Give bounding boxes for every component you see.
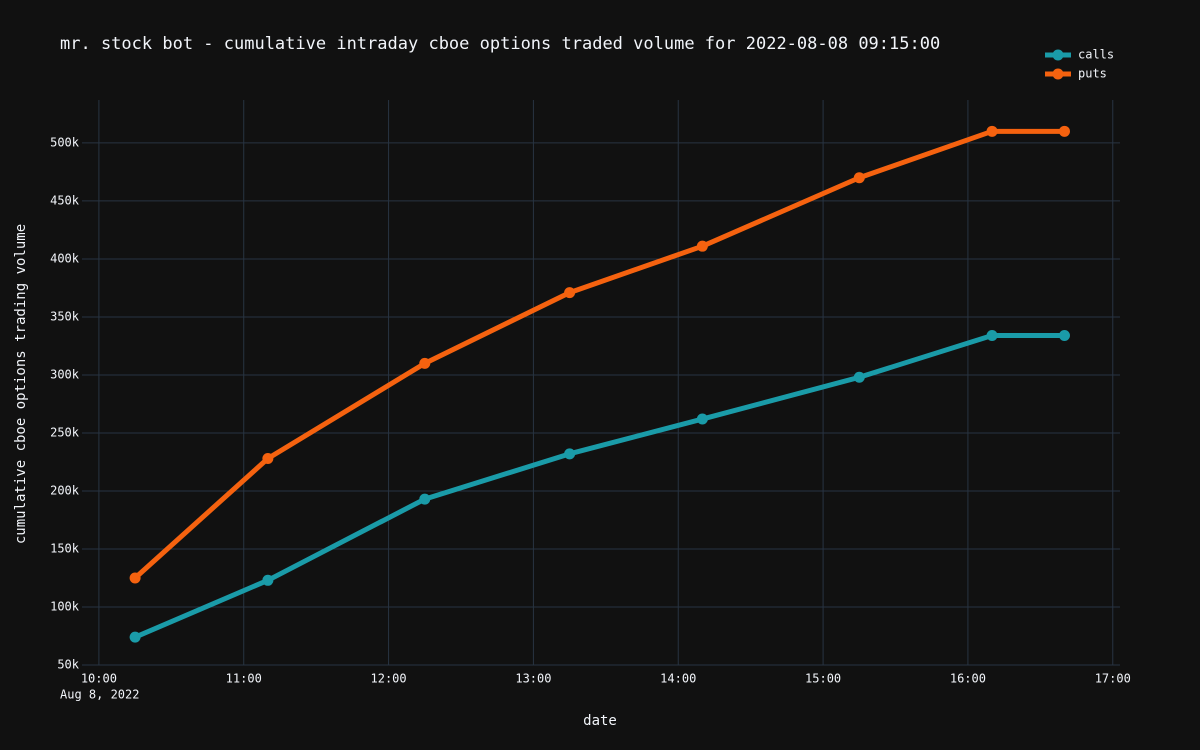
- chart-title: mr. stock bot - cumulative intraday cboe…: [60, 34, 940, 54]
- data-point: [986, 125, 998, 137]
- y-tick-label: 50k: [57, 658, 79, 672]
- x-axis-title: date: [583, 713, 617, 729]
- y-tick-label: 350k: [50, 309, 80, 323]
- y-tick-label: 450k: [50, 193, 80, 207]
- series-line: [134, 333, 1065, 640]
- y-tick-label: 200k: [50, 483, 80, 497]
- data-point: [853, 371, 865, 383]
- x-tick-label: 12:00: [371, 672, 407, 686]
- data-point: [564, 448, 576, 460]
- data-point: [564, 287, 576, 299]
- y-axis-title: cumulative cboe options trading volume: [13, 224, 29, 544]
- y-tick-label: 500k: [50, 135, 80, 149]
- x-date-label: Aug 8, 2022: [60, 688, 139, 702]
- data-point: [696, 413, 708, 425]
- x-tick-label: 11:00: [226, 672, 262, 686]
- data-point: [129, 572, 141, 584]
- series-line: [133, 128, 1065, 580]
- data-point: [129, 631, 141, 643]
- data-point: [419, 357, 431, 369]
- x-tick-label: 16:00: [950, 672, 986, 686]
- y-tick-label: 250k: [50, 425, 80, 439]
- y-tick-label: 100k: [50, 599, 80, 613]
- y-tick-label: 150k: [50, 541, 80, 555]
- x-tick-label: 10:00: [81, 672, 117, 686]
- data-point: [1058, 125, 1070, 137]
- data-point: [986, 330, 998, 342]
- data-point: [853, 172, 865, 184]
- data-point: [1058, 330, 1070, 342]
- data-point: [262, 574, 274, 586]
- legend-label: puts: [1078, 67, 1107, 81]
- legend-swatch-marker: [1052, 49, 1064, 61]
- x-tick-label: 13:00: [515, 672, 551, 686]
- x-tick-label: 15:00: [805, 672, 841, 686]
- data-point: [696, 240, 708, 252]
- x-tick-label: 14:00: [660, 672, 696, 686]
- legend-swatch-marker: [1052, 68, 1064, 80]
- data-point: [419, 493, 431, 505]
- y-tick-label: 300k: [50, 367, 80, 381]
- data-point: [262, 452, 274, 464]
- legend-label: calls: [1078, 48, 1114, 62]
- y-tick-label: 400k: [50, 251, 80, 265]
- x-tick-label: 17:00: [1095, 672, 1131, 686]
